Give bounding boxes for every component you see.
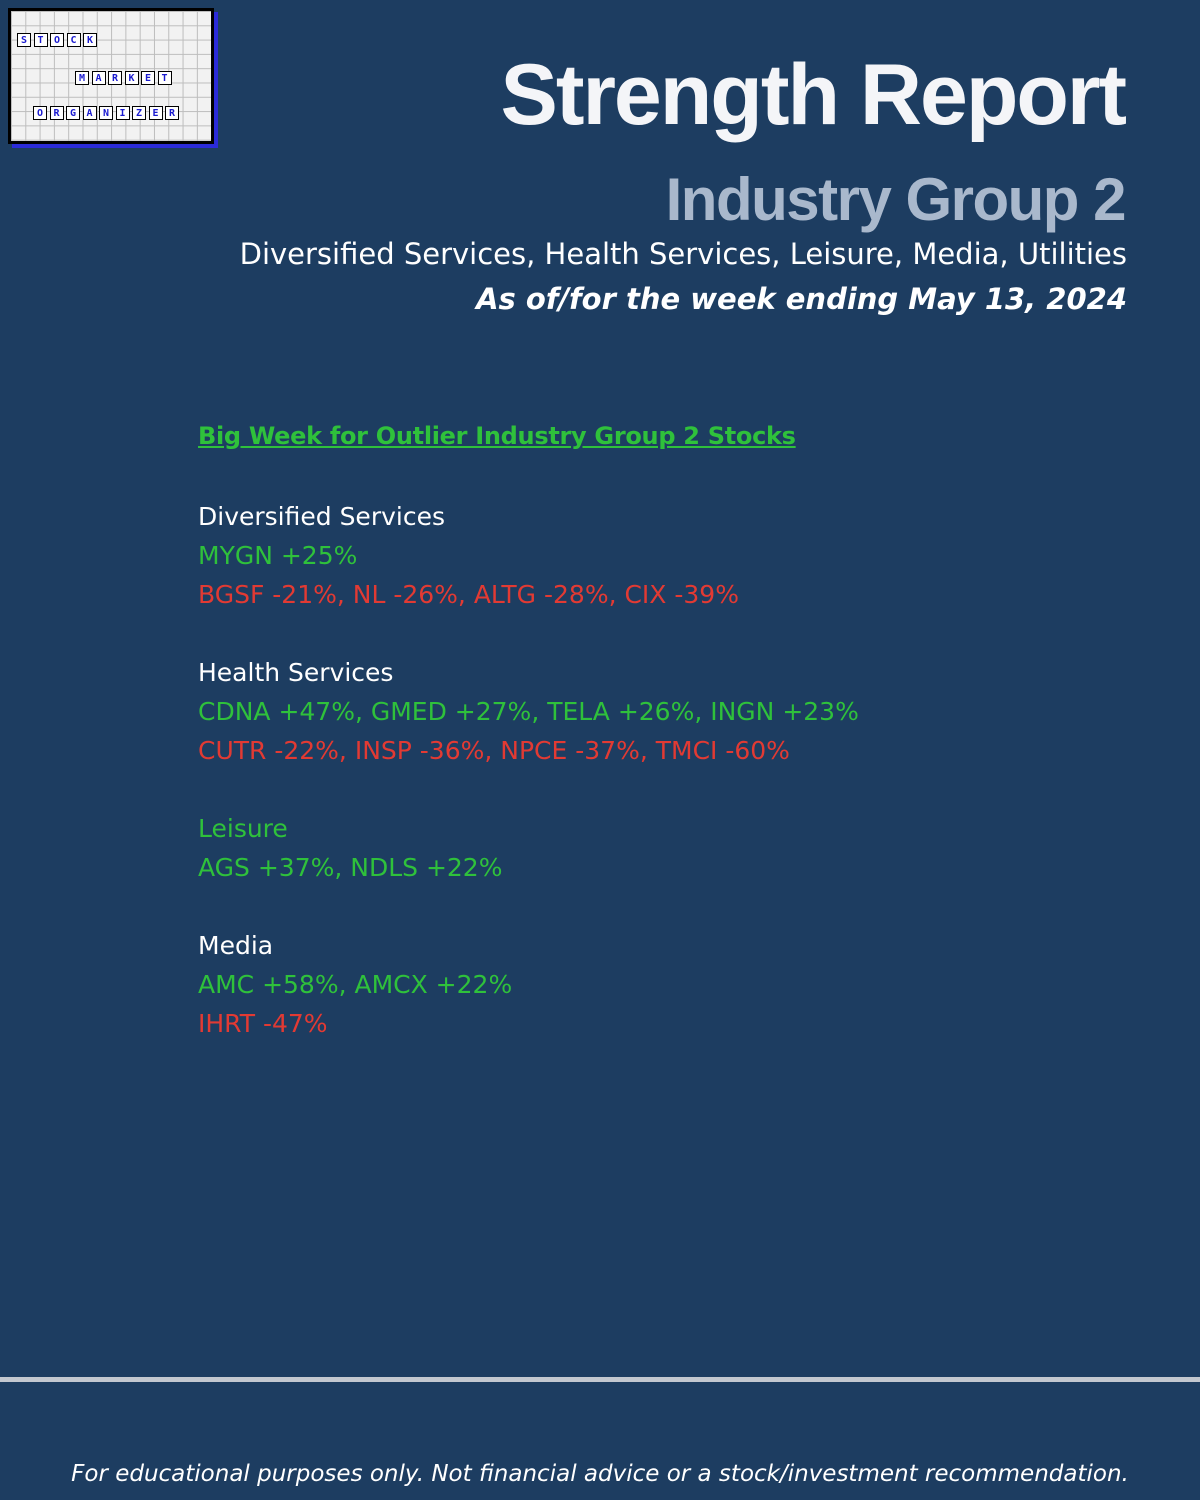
logo-letter: A (82, 106, 97, 120)
logo-row-organizer: O R G A N I Z E R (33, 106, 182, 120)
footer-divider (0, 1377, 1200, 1382)
logo-letter: G (66, 106, 80, 120)
report-headline: Big Week for Outlier Industry Group 2 St… (198, 422, 796, 450)
logo-row-stock: S T O C K (17, 33, 100, 47)
logo-letter: O (33, 106, 47, 120)
section-diversified-services: Diversified Services MYGN +25% BGSF -21%… (198, 497, 1098, 614)
losers-list: BGSF -21%, NL -26%, ALTG -28%, CIX -39% (198, 580, 739, 609)
page-subtitle: Industry Group 2 (665, 166, 1127, 233)
logo-letter: T (157, 71, 172, 85)
disclaimer: For educational purposes only. Not finan… (71, 1461, 1129, 1487)
logo-letter: E (148, 106, 163, 120)
logo-letter: Z (132, 106, 146, 120)
stock-market-organizer-logo: S T O C K M A R K E T O R G A N I Z E R (8, 8, 214, 144)
page-title: Strength Report (500, 47, 1127, 143)
logo-letter: C (66, 33, 81, 47)
section-title: Diversified Services (198, 502, 445, 531)
logo-letter: A (91, 71, 106, 85)
logo-row-market: M A R K E T (75, 71, 174, 85)
logo-letter: N (99, 106, 113, 120)
industry-groups-list: Diversified Services, Health Services, L… (239, 237, 1127, 271)
logo-letter: R (165, 106, 179, 120)
section-title: Health Services (198, 658, 394, 687)
logo-letter: E (141, 71, 155, 85)
report-content: Big Week for Outlier Industry Group 2 St… (198, 420, 1098, 1082)
gainers-list: AMC +58%, AMCX +22% (198, 970, 513, 999)
logo-letter: R (49, 106, 64, 120)
section-media: Media AMC +58%, AMCX +22% IHRT -47% (198, 926, 1098, 1043)
logo-letter: K (83, 33, 97, 47)
losers-list: CUTR -22%, INSP -36%, NPCE -37%, TMCI -6… (198, 736, 790, 765)
losers-list: IHRT -47% (198, 1009, 328, 1038)
as-of-date: As of/for the week ending May 13, 2024 (476, 282, 1127, 316)
section-title: Media (198, 931, 274, 960)
logo-letter: R (108, 71, 122, 85)
gainers-list: AGS +37%, NDLS +22% (198, 853, 503, 882)
section-health-services: Health Services CDNA +47%, GMED +27%, TE… (198, 653, 1098, 770)
gainers-list: CDNA +47%, GMED +27%, TELA +26%, INGN +2… (198, 697, 859, 726)
logo-letter: S (17, 33, 31, 47)
logo-letter: T (33, 33, 48, 47)
logo-letter: I (115, 106, 130, 120)
section-title: Leisure (198, 814, 288, 843)
logo-letter: K (124, 71, 139, 85)
gainers-list: MYGN +25% (198, 541, 358, 570)
logo-letter: O (50, 33, 64, 47)
section-leisure: Leisure AGS +37%, NDLS +22% (198, 809, 1098, 887)
logo-letter: M (75, 71, 89, 85)
